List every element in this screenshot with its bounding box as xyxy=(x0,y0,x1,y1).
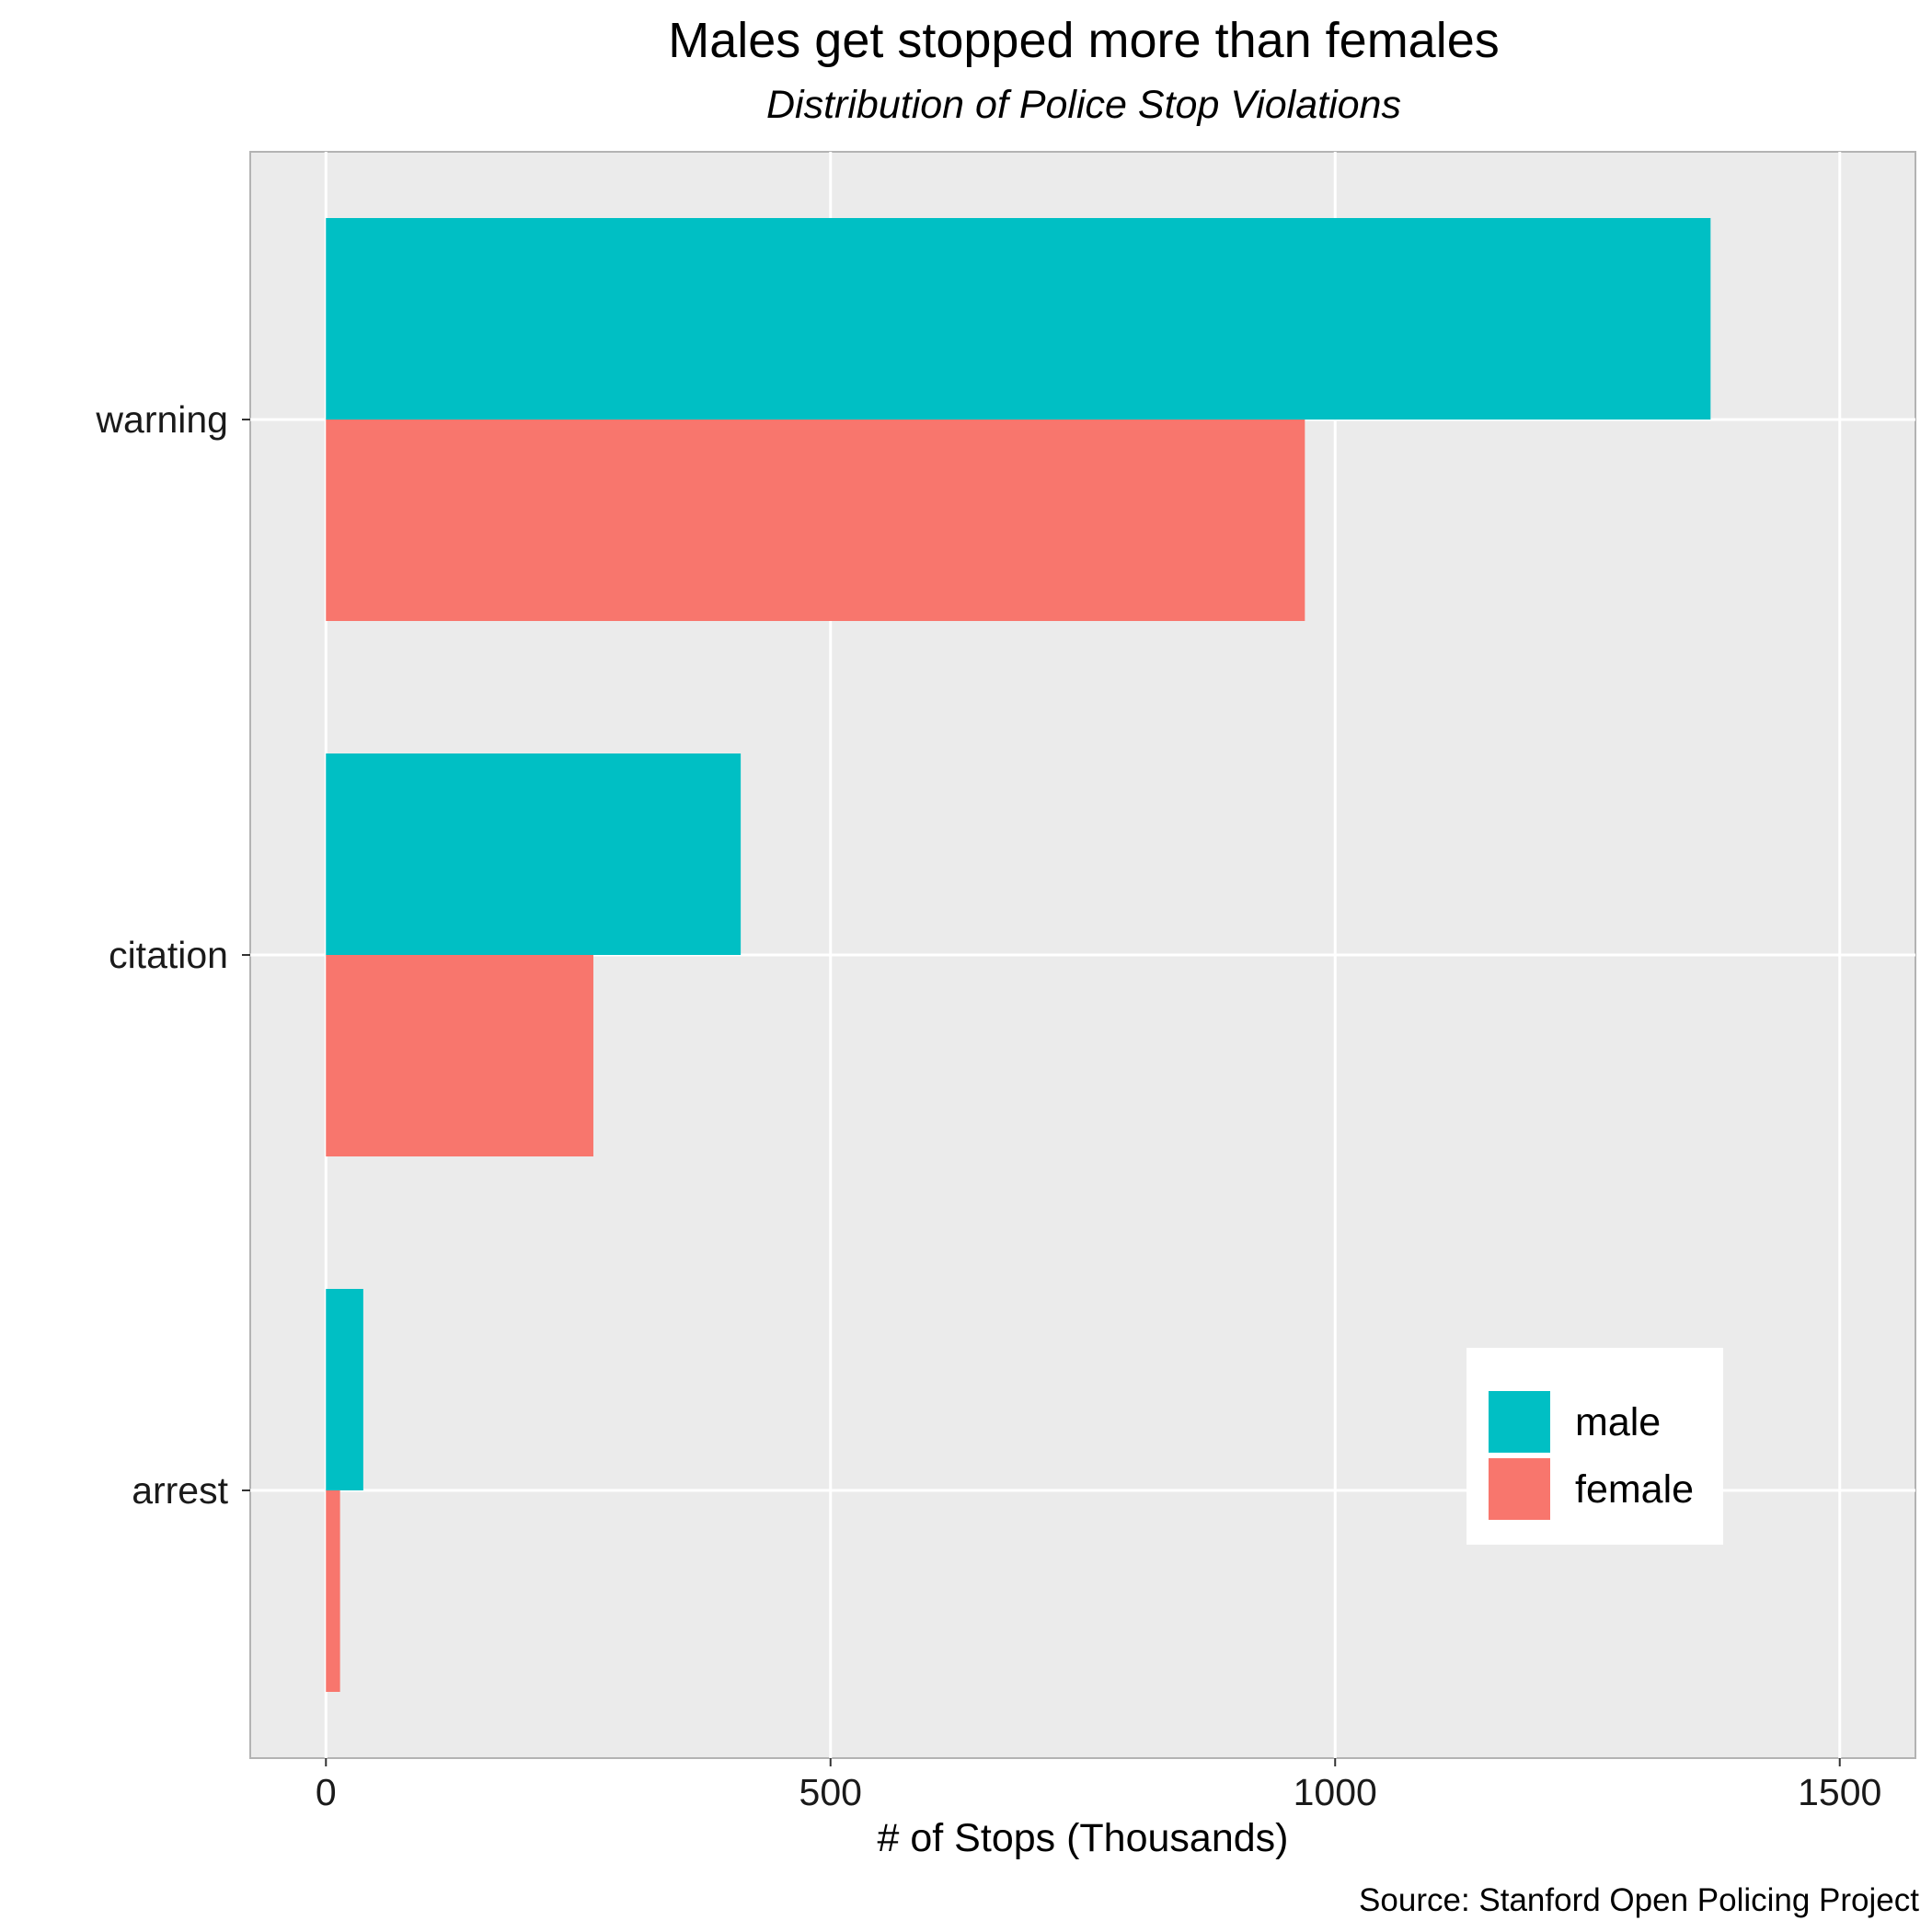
bar-warning-female xyxy=(326,420,1305,621)
chart-title: Males get stopped more than females xyxy=(668,13,1500,68)
legend-key-male xyxy=(1487,1389,1552,1455)
source-caption: Source: Stanford Open Policing Project xyxy=(1359,1882,1919,1918)
bar-arrest-male xyxy=(326,1289,363,1490)
y-category-label: citation xyxy=(109,934,228,976)
legend: male female xyxy=(1466,1348,1723,1545)
chart-subtitle: Distribution of Police Stop Violations xyxy=(766,83,1401,127)
bar-citation-male xyxy=(326,753,742,955)
x-axis-title: # of Stops (Thousands) xyxy=(878,1816,1289,1860)
y-axis-categories: warning citation arrest xyxy=(95,398,250,1512)
legend-label-female: female xyxy=(1575,1467,1694,1512)
x-tick-label: 1500 xyxy=(1798,1771,1881,1813)
legend-label-male: male xyxy=(1575,1400,1661,1444)
x-axis-ticks: 0 500 1000 1500 xyxy=(316,1758,1881,1813)
x-tick-label: 500 xyxy=(799,1771,862,1813)
bar-arrest-female xyxy=(326,1490,340,1692)
x-tick-label: 1000 xyxy=(1294,1771,1377,1813)
bar-warning-male xyxy=(326,218,1711,420)
y-category-label: warning xyxy=(95,398,228,441)
bars xyxy=(326,218,1711,1692)
bar-citation-female xyxy=(326,955,593,1156)
y-category-label: arrest xyxy=(132,1469,228,1512)
legend-key-female xyxy=(1487,1456,1552,1522)
x-tick-label: 0 xyxy=(316,1771,337,1813)
